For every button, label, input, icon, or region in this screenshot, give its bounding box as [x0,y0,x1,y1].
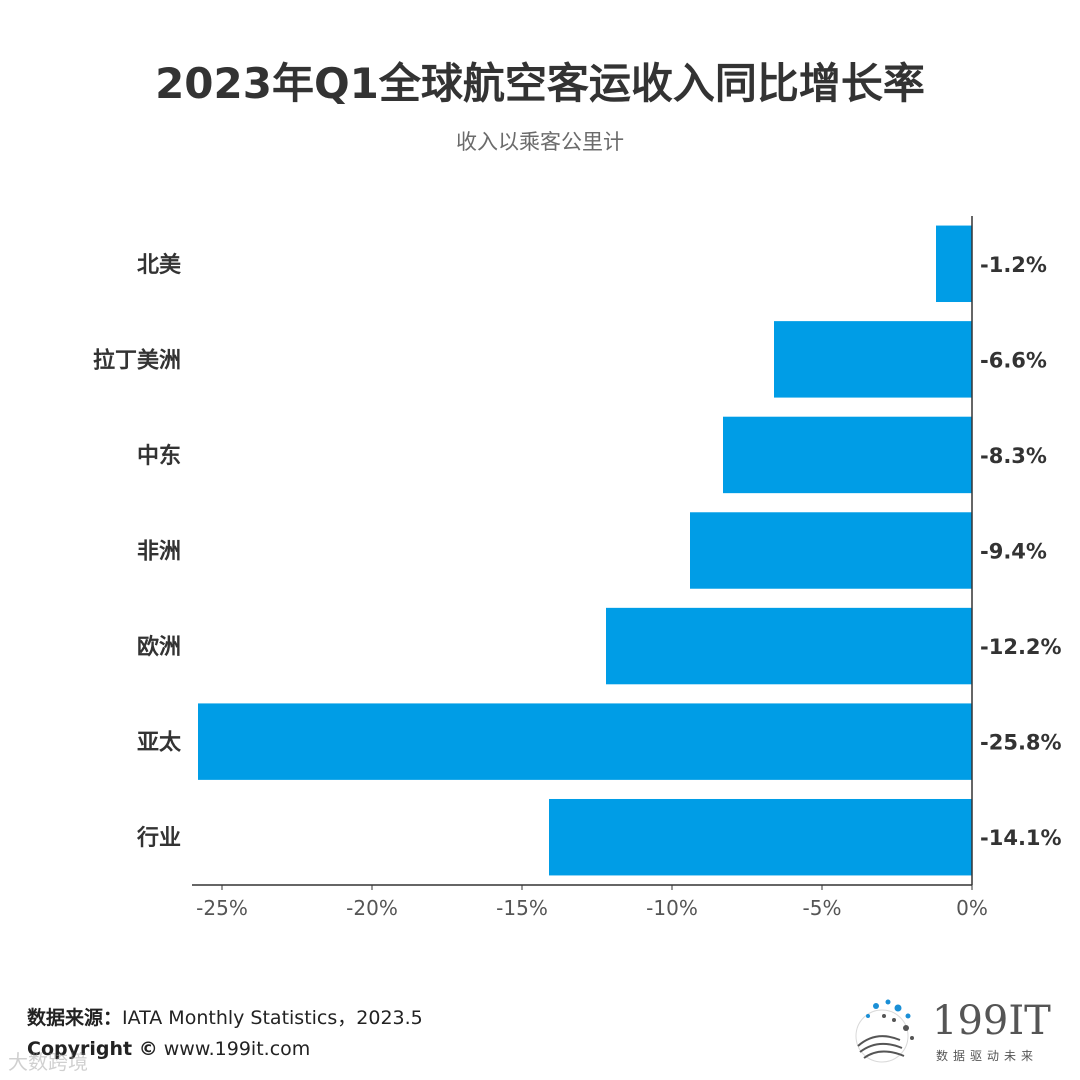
logo-dots-icon [855,999,914,1063]
logo-tagline: 数据驱动未来 [936,1048,1038,1063]
category-label: 非洲 [137,540,181,565]
watermark: 大数跨境 [8,1050,88,1074]
chart-subtitle: 收入以乘客公里计 [456,130,624,154]
bar [198,703,972,780]
x-tick-label: -25% [196,896,248,920]
bar [723,416,972,494]
brand-logo: 199IT 数据驱动未来 [855,998,1051,1063]
category-label: 拉丁美洲 [93,347,181,373]
chart-title: 2023年Q1全球航空客运收入同比增长率 [155,59,925,108]
bar [774,321,972,398]
value-label: -25.8% [980,731,1062,755]
logo-text: 199IT [932,998,1051,1044]
bar [606,607,972,685]
copyright-label: Copyright © [27,1038,158,1060]
category-label: 亚太 [137,731,182,756]
bar [690,512,972,589]
x-tick-label: -15% [496,896,548,920]
data-source: 数据来源：IATA Monthly Statistics，2023.5 [27,1003,423,1030]
x-tick-label: 0% [956,896,988,920]
x-tick-label: -20% [346,896,398,920]
bar [549,798,972,876]
value-label: -1.2% [980,253,1047,277]
category-label: 欧洲 [137,634,181,660]
value-label: -14.1% [980,826,1062,850]
x-tick-label: -10% [646,896,698,920]
value-label: -9.4% [980,540,1047,564]
category-label: 中东 [137,443,181,469]
category-label: 行业 [136,825,181,851]
value-label: -12.2% [980,635,1062,659]
bar [936,225,972,303]
category-label: 北美 [137,252,182,278]
data-source-value: IATA Monthly Statistics，2023.5 [122,1007,423,1029]
x-tick-label: -5% [803,896,842,920]
value-label: -8.3% [980,444,1047,468]
value-label: -6.6% [980,348,1047,372]
copyright-url[interactable]: www.199it.com [163,1038,311,1060]
copyright: Copyright © www.199it.com [27,1038,310,1060]
data-source-label: 数据来源： [27,1007,123,1029]
